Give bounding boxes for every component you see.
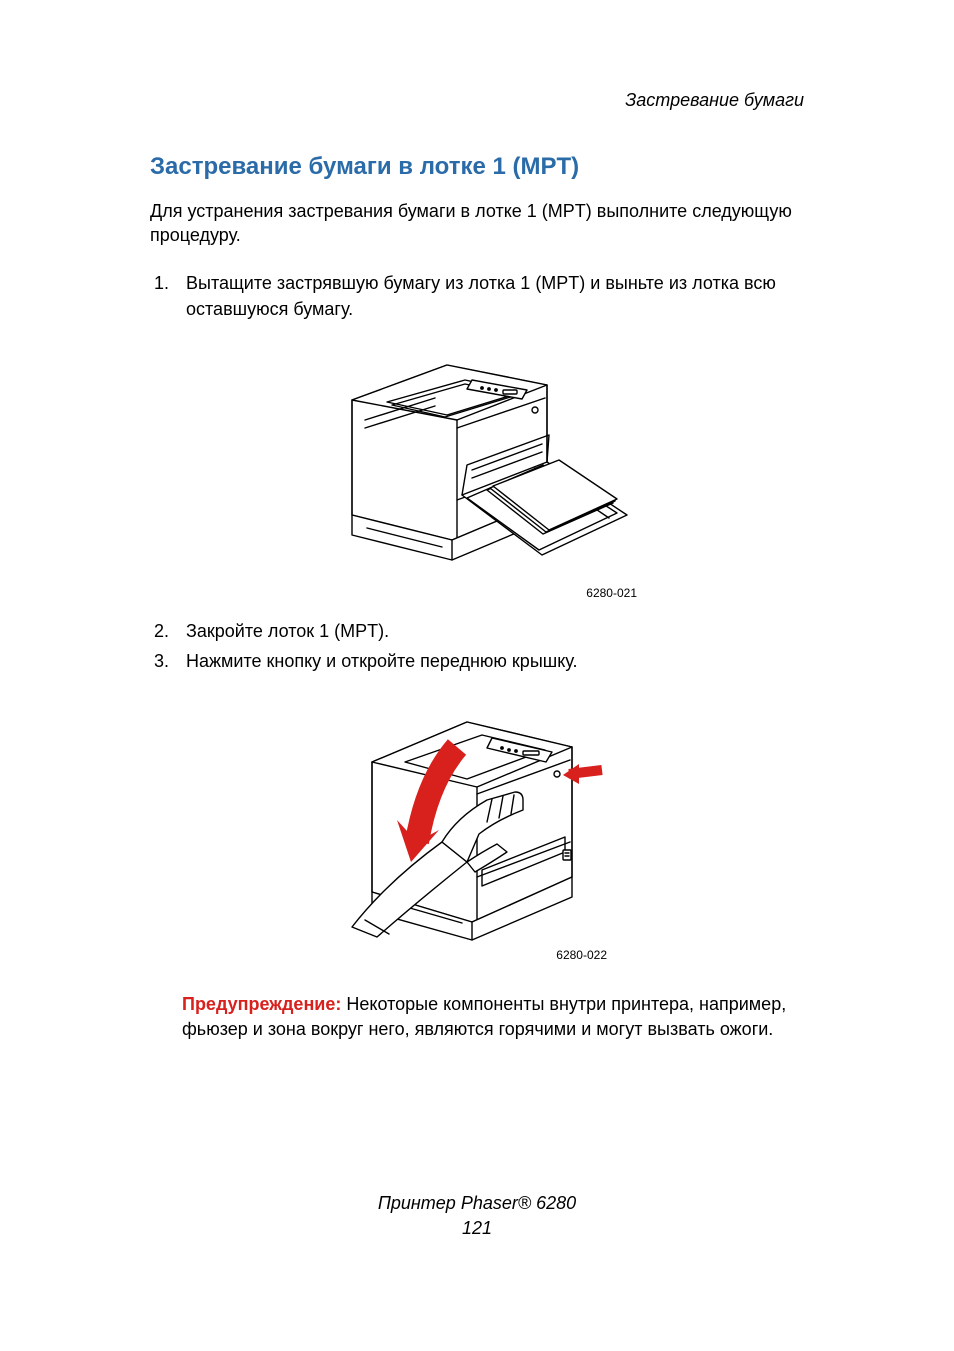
page: Застревание бумаги Застревание бумаги в … xyxy=(0,0,954,1351)
printer-open-cover-illustration xyxy=(347,702,607,942)
figure-1-caption: 6280-021 xyxy=(317,586,637,600)
step-2: Закройте лоток 1 (MPT). xyxy=(174,618,804,644)
figure-2-caption: 6280-022 xyxy=(347,948,607,962)
steps-list-continued: Закройте лоток 1 (MPT). Нажмите кнопку и… xyxy=(150,618,804,674)
warning-label: Предупреждение: xyxy=(182,994,341,1014)
warning-paragraph: Предупреждение: Некоторые компоненты вну… xyxy=(182,992,804,1042)
step-3: Нажмите кнопку и откройте переднюю крышк… xyxy=(174,648,804,674)
running-header: Застревание бумаги xyxy=(150,90,804,111)
figure-2: 6280-022 xyxy=(150,702,804,962)
printer-tray-open-illustration xyxy=(317,350,637,580)
footer-page-number: 121 xyxy=(0,1216,954,1241)
figure-1: 6280-021 xyxy=(150,350,804,600)
footer-product-name: Принтер Phaser® 6280 xyxy=(0,1191,954,1216)
section-title: Застревание бумаги в лотке 1 (MPT) xyxy=(150,153,804,181)
page-footer: Принтер Phaser® 6280 121 xyxy=(0,1191,954,1241)
intro-paragraph: Для устранения застревания бумаги в лотк… xyxy=(150,199,804,248)
steps-list: Вытащите застрявшую бумагу из лотка 1 (M… xyxy=(150,270,804,322)
step-1: Вытащите застрявшую бумагу из лотка 1 (M… xyxy=(174,270,804,322)
